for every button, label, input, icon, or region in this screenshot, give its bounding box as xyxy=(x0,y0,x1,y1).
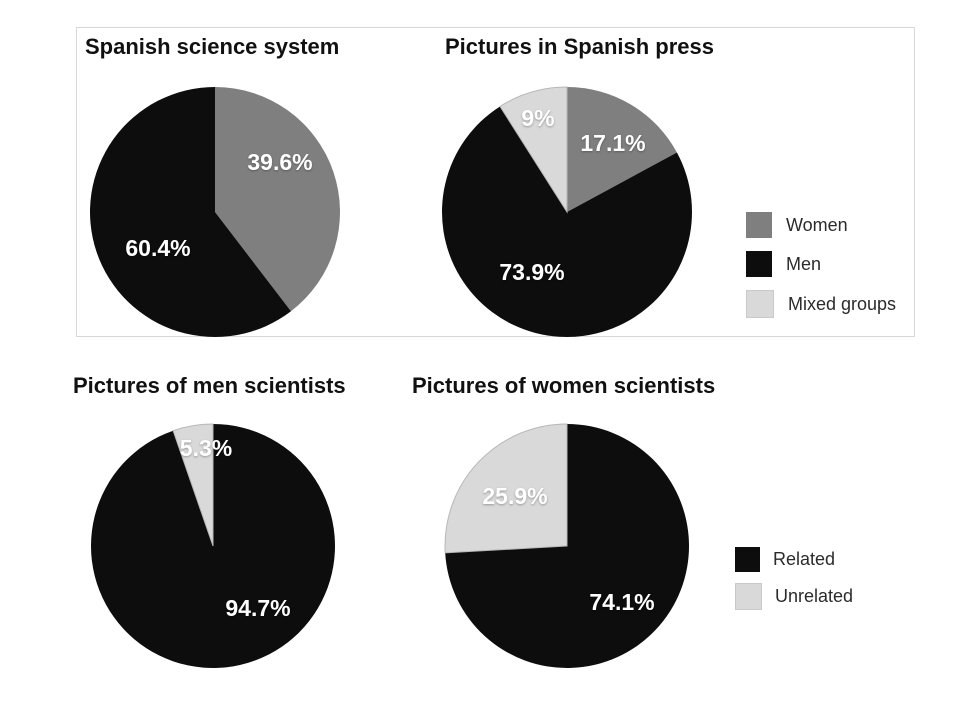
slice-label-men: 73.9% xyxy=(499,259,564,285)
slice-label-unrelated: 25.9% xyxy=(482,483,547,509)
chart-title-pictures-of-women-scientists: Pictures of women scientists xyxy=(412,373,716,398)
pie-slice-women xyxy=(567,87,677,212)
legend-label-women: Women xyxy=(786,214,848,235)
pie-pictures-of-women-scientists: 74.1% 25.9% xyxy=(437,416,697,676)
pie-pictures-in-spanish-press: 17.1% 73.9% 9% xyxy=(437,82,697,342)
chart-title-pictures-of-men-scientists: Pictures of men scientists xyxy=(73,373,346,398)
pie-slice-mixed-groups xyxy=(499,86,568,214)
slice-label-unrelated: 5.3% xyxy=(180,435,232,461)
legend-label-unrelated: Unrelated xyxy=(775,586,854,606)
legend-item-related: Related xyxy=(735,547,853,572)
chart-title-spanish-science-system: Spanish science system xyxy=(85,34,340,59)
legend-gender: Women Men Mixed groups xyxy=(746,212,896,318)
legend-swatch-related xyxy=(735,547,760,572)
legend-swatch-women xyxy=(746,212,772,238)
pie-slice-unrelated xyxy=(172,423,214,547)
pie-svg: 94.7% 5.3% xyxy=(90,423,335,668)
pie-spanish-science-system: 39.6% 60.4% xyxy=(85,82,345,342)
legend-swatch-unrelated xyxy=(735,583,762,610)
chart-title-pictures-in-spanish-press: Pictures in Spanish press xyxy=(445,34,714,59)
legend-swatch-mixed-groups xyxy=(746,290,774,318)
legend-label-men: Men xyxy=(786,253,822,274)
slice-label-women: 39.6% xyxy=(247,149,312,175)
legend-label-mixed-groups: Mixed groups xyxy=(788,293,897,314)
slice-label-men: 60.4% xyxy=(125,235,190,261)
pie-slice-men xyxy=(441,106,692,338)
legend-item-women: Women xyxy=(746,212,896,238)
legend-label-related: Related xyxy=(773,549,836,569)
pie-slice-men xyxy=(90,87,291,337)
slice-label-women: 17.1% xyxy=(580,130,645,156)
pie-slice-women xyxy=(215,87,341,312)
slice-label-mixed-groups: 9% xyxy=(521,105,554,131)
legend-item-men: Men xyxy=(746,251,896,277)
legend-swatch-men xyxy=(746,251,772,277)
pie-svg: 74.1% 25.9% xyxy=(444,423,690,668)
pie-svg: 17.1% 73.9% 9% xyxy=(441,86,692,338)
pie-svg: 39.6% 60.4% xyxy=(90,87,341,337)
legend-item-mixed-groups: Mixed groups xyxy=(746,290,896,318)
legend-item-unrelated: Unrelated xyxy=(735,583,853,610)
legend-relevance: Related Unrelated xyxy=(735,547,853,610)
slice-label-related: 94.7% xyxy=(225,595,290,621)
pie-pictures-of-men-scientists: 94.7% 5.3% xyxy=(83,416,343,676)
slice-label-related: 74.1% xyxy=(589,589,654,615)
pie-slice-unrelated xyxy=(444,423,568,554)
